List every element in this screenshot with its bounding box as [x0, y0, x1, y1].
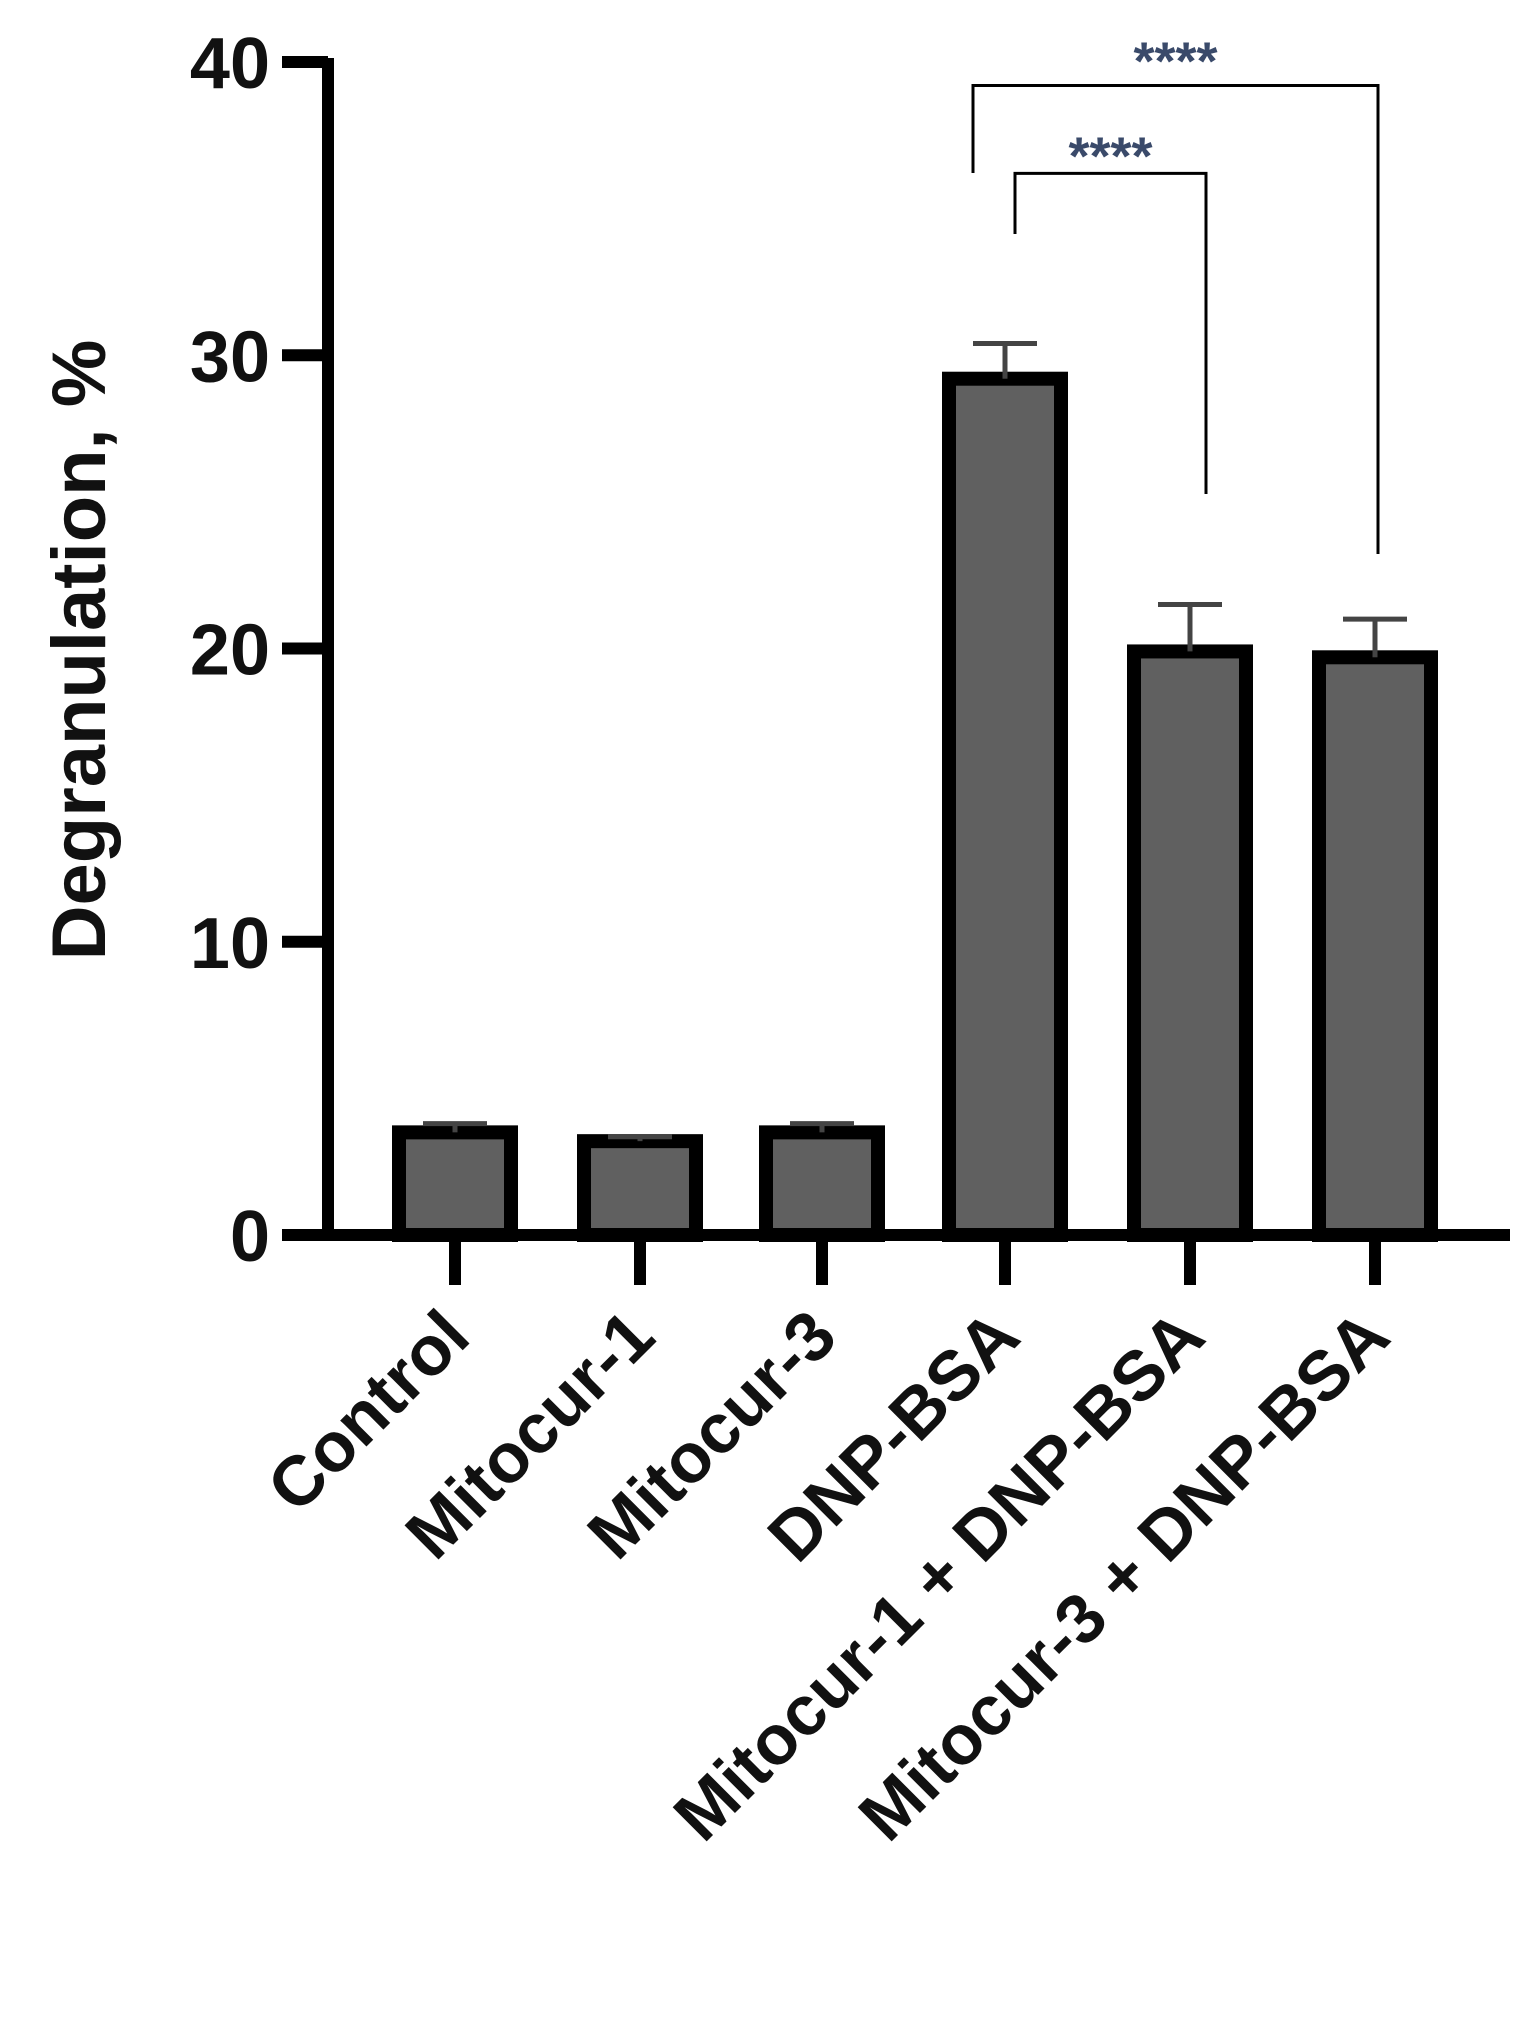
y-tick-label-2: 20 — [190, 611, 270, 691]
significance-label-1: **** — [1133, 31, 1217, 91]
error-bars — [423, 341, 1407, 1142]
error-bar-1 — [608, 1134, 672, 1142]
y-axis-title: Degranulation, % — [37, 340, 122, 961]
bar-4 — [1127, 644, 1253, 1242]
error-bar-2 — [790, 1121, 854, 1133]
y-tick-label-4: 40 — [190, 24, 270, 104]
significance-label-0: **** — [1068, 126, 1152, 186]
error-bar-4 — [1158, 602, 1222, 652]
error-bar-0 — [423, 1121, 487, 1133]
error-bar-3 — [973, 341, 1037, 379]
y-tick-label-1: 10 — [190, 904, 270, 984]
error-bar-5 — [1343, 616, 1407, 658]
bar-3 — [942, 371, 1068, 1242]
bars — [392, 371, 1438, 1243]
bar-1 — [577, 1134, 703, 1243]
y-tick-label-3: 30 — [190, 317, 270, 397]
significance-bracket-0: **** — [1013, 126, 1208, 494]
y-axis: 0 10 20 30 40 — [190, 24, 334, 1277]
significance-bracket-1: **** — [971, 31, 1380, 554]
bar-2 — [759, 1125, 885, 1243]
bar-5 — [1312, 650, 1438, 1242]
y-tick-label-0: 0 — [230, 1197, 270, 1277]
x-axis: ControlMitocur-1Mitocur-3DNP-BSAMitocur-… — [253, 1229, 1510, 1855]
significance-brackets: **** **** — [971, 31, 1380, 554]
bar-0 — [392, 1125, 518, 1243]
